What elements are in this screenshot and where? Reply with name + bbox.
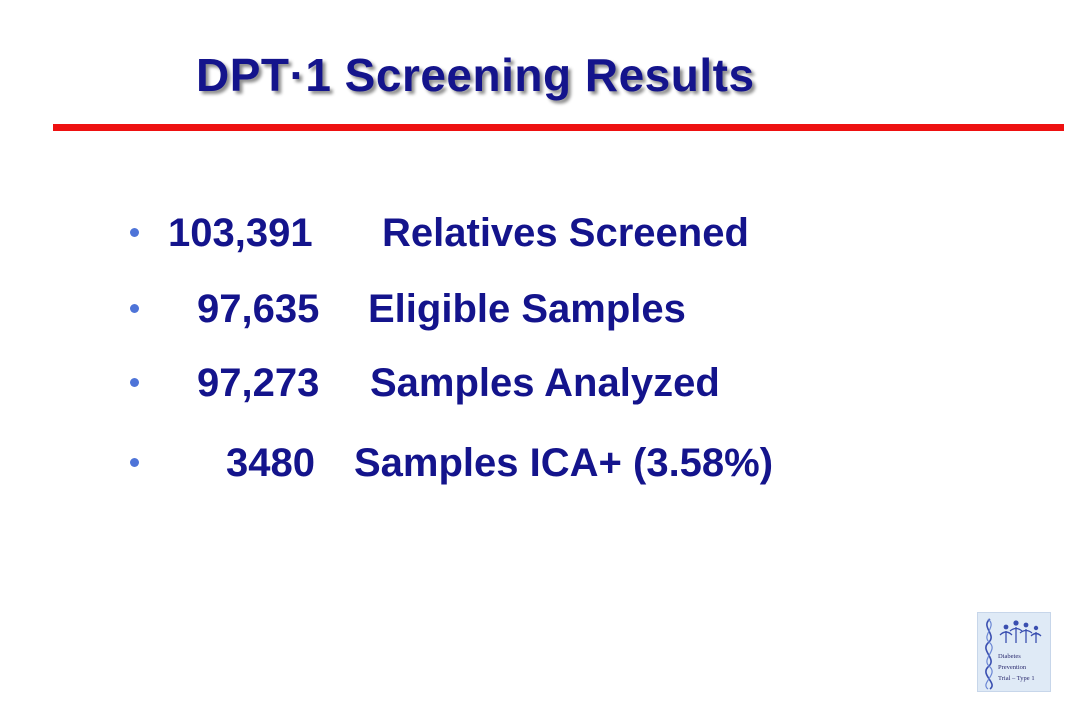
bullet-label: Eligible Samples — [368, 287, 686, 331]
logo-text-line: Prevention — [998, 664, 1027, 671]
bullet-label: Relatives Screened — [382, 211, 749, 255]
bullet-label: Samples ICA+ (3.58%) — [354, 441, 774, 485]
bullet-dot — [130, 378, 139, 387]
logo-text-line: Trial – Type 1 — [998, 675, 1035, 682]
bullet-number: 97,273 — [197, 361, 320, 405]
dpt1-logo-figures-icon — [985, 618, 1042, 690]
bullet-number: 103,391 — [168, 211, 313, 255]
bullet-dot — [130, 458, 139, 467]
dpt1-logo: Diabetes Prevention Trial – Type 1 — [977, 612, 1051, 692]
bullet-dot — [130, 304, 139, 313]
logo-text-line: Diabetes — [998, 653, 1021, 660]
bullet-number: 3480 — [226, 441, 315, 485]
bullet-dot — [130, 228, 139, 237]
title-underline — [53, 124, 1064, 131]
bullet-label: Samples Analyzed — [370, 361, 720, 405]
bullet-number: 97,635 — [197, 287, 320, 331]
slide-title: DPT·1 Screening Results — [196, 49, 755, 101]
